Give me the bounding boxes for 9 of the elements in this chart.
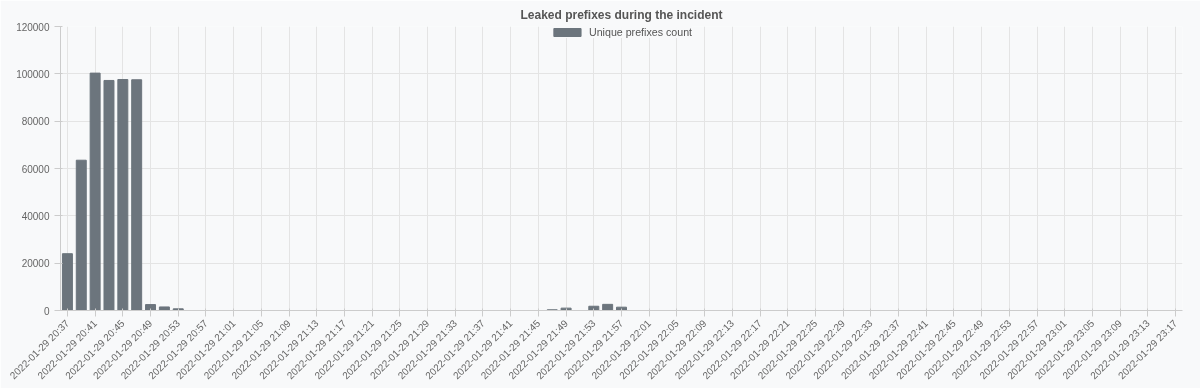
y-tick-label: 40000: [21, 210, 50, 222]
y-tick-label: 60000: [21, 163, 50, 175]
y-tick-label: 80000: [21, 116, 50, 128]
chart-title: Leaked prefixes during the incident: [520, 7, 723, 22]
y-tick-label: 120000: [16, 21, 50, 33]
y-tick-label: 0: [43, 305, 50, 317]
y-tick-label: 100000: [16, 68, 50, 80]
y-tick-label: 20000: [21, 258, 50, 270]
legend-label: Unique prefixes count: [588, 26, 693, 38]
